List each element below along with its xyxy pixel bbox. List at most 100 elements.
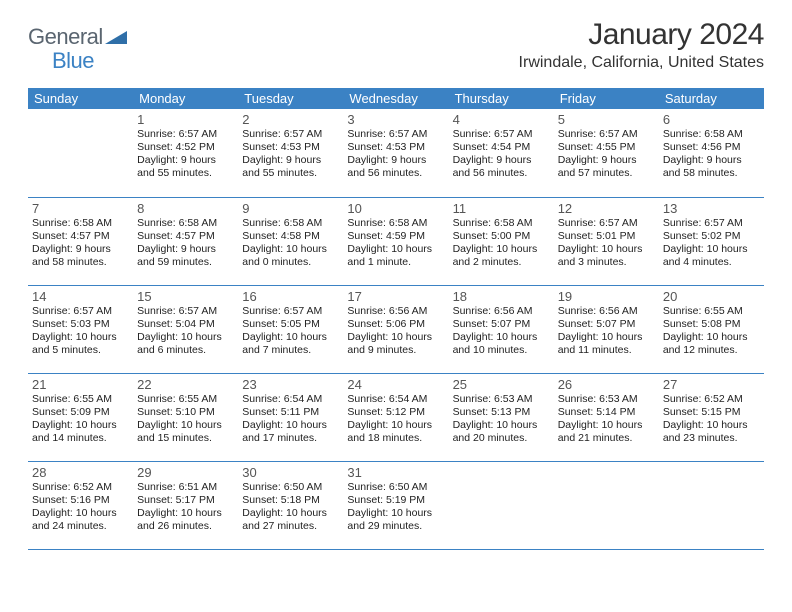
daylight1-text: Daylight: 10 hours — [32, 507, 129, 520]
daylight2-text: and 20 minutes. — [453, 432, 550, 445]
daylight1-text: Daylight: 10 hours — [242, 507, 339, 520]
calendar-cell — [554, 461, 659, 549]
daylight2-text: and 2 minutes. — [453, 256, 550, 269]
daylight1-text: Daylight: 10 hours — [137, 507, 234, 520]
day-number: 24 — [347, 377, 444, 392]
daylight2-text: and 14 minutes. — [32, 432, 129, 445]
daylight2-text: and 15 minutes. — [137, 432, 234, 445]
daylight2-text: and 6 minutes. — [137, 344, 234, 357]
daylight2-text: and 0 minutes. — [242, 256, 339, 269]
calendar-cell: 19Sunrise: 6:56 AMSunset: 5:07 PMDayligh… — [554, 285, 659, 373]
sunrise-text: Sunrise: 6:56 AM — [347, 305, 444, 318]
daylight1-text: Daylight: 9 hours — [32, 243, 129, 256]
daylight1-text: Daylight: 9 hours — [558, 154, 655, 167]
calendar-cell: 23Sunrise: 6:54 AMSunset: 5:11 PMDayligh… — [238, 373, 343, 461]
daylight2-text: and 58 minutes. — [663, 167, 760, 180]
calendar-cell: 15Sunrise: 6:57 AMSunset: 5:04 PMDayligh… — [133, 285, 238, 373]
calendar-header-row: Sunday Monday Tuesday Wednesday Thursday… — [28, 88, 764, 109]
daylight1-text: Daylight: 10 hours — [347, 331, 444, 344]
calendar-cell: 22Sunrise: 6:55 AMSunset: 5:10 PMDayligh… — [133, 373, 238, 461]
weekday-header: Monday — [133, 88, 238, 109]
sunrise-text: Sunrise: 6:53 AM — [558, 393, 655, 406]
daylight2-text: and 57 minutes. — [558, 167, 655, 180]
daylight1-text: Daylight: 10 hours — [558, 419, 655, 432]
calendar-cell: 5Sunrise: 6:57 AMSunset: 4:55 PMDaylight… — [554, 109, 659, 197]
daylight2-text: and 10 minutes. — [453, 344, 550, 357]
daylight1-text: Daylight: 9 hours — [137, 243, 234, 256]
calendar-cell: 16Sunrise: 6:57 AMSunset: 5:05 PMDayligh… — [238, 285, 343, 373]
sunset-text: Sunset: 5:06 PM — [347, 318, 444, 331]
calendar-cell: 24Sunrise: 6:54 AMSunset: 5:12 PMDayligh… — [343, 373, 448, 461]
day-number: 7 — [32, 201, 129, 216]
calendar-cell: 14Sunrise: 6:57 AMSunset: 5:03 PMDayligh… — [28, 285, 133, 373]
sunset-text: Sunset: 5:13 PM — [453, 406, 550, 419]
daylight2-text: and 4 minutes. — [663, 256, 760, 269]
calendar-cell: 13Sunrise: 6:57 AMSunset: 5:02 PMDayligh… — [659, 197, 764, 285]
sunrise-text: Sunrise: 6:57 AM — [137, 305, 234, 318]
calendar-row: 14Sunrise: 6:57 AMSunset: 5:03 PMDayligh… — [28, 285, 764, 373]
daylight2-text: and 23 minutes. — [663, 432, 760, 445]
daylight2-text: and 18 minutes. — [347, 432, 444, 445]
day-number: 12 — [558, 201, 655, 216]
sunset-text: Sunset: 4:56 PM — [663, 141, 760, 154]
sunset-text: Sunset: 5:11 PM — [242, 406, 339, 419]
sunset-text: Sunset: 5:12 PM — [347, 406, 444, 419]
sunrise-text: Sunrise: 6:54 AM — [347, 393, 444, 406]
sunset-text: Sunset: 5:14 PM — [558, 406, 655, 419]
sunrise-text: Sunrise: 6:56 AM — [453, 305, 550, 318]
calendar-body: 1Sunrise: 6:57 AMSunset: 4:52 PMDaylight… — [28, 109, 764, 549]
sunset-text: Sunset: 5:05 PM — [242, 318, 339, 331]
calendar-row: 1Sunrise: 6:57 AMSunset: 4:52 PMDaylight… — [28, 109, 764, 197]
day-number: 2 — [242, 112, 339, 127]
day-number: 20 — [663, 289, 760, 304]
daylight2-text: and 3 minutes. — [558, 256, 655, 269]
daylight2-text: and 58 minutes. — [32, 256, 129, 269]
calendar-cell: 6Sunrise: 6:58 AMSunset: 4:56 PMDaylight… — [659, 109, 764, 197]
day-number: 27 — [663, 377, 760, 392]
day-number: 6 — [663, 112, 760, 127]
day-number: 25 — [453, 377, 550, 392]
daylight2-text: and 27 minutes. — [242, 520, 339, 533]
sunset-text: Sunset: 5:09 PM — [32, 406, 129, 419]
daylight1-text: Daylight: 10 hours — [453, 419, 550, 432]
day-number: 3 — [347, 112, 444, 127]
day-number: 13 — [663, 201, 760, 216]
sunrise-text: Sunrise: 6:56 AM — [558, 305, 655, 318]
title-block: January 2024 Irwindale, California, Unit… — [519, 18, 764, 72]
sunset-text: Sunset: 5:19 PM — [347, 494, 444, 507]
sunset-text: Sunset: 4:52 PM — [137, 141, 234, 154]
sunset-text: Sunset: 5:17 PM — [137, 494, 234, 507]
daylight1-text: Daylight: 10 hours — [663, 243, 760, 256]
daylight1-text: Daylight: 10 hours — [558, 331, 655, 344]
calendar-cell: 21Sunrise: 6:55 AMSunset: 5:09 PMDayligh… — [28, 373, 133, 461]
calendar-cell: 26Sunrise: 6:53 AMSunset: 5:14 PMDayligh… — [554, 373, 659, 461]
sunset-text: Sunset: 4:57 PM — [137, 230, 234, 243]
day-number: 11 — [453, 201, 550, 216]
daylight2-text: and 55 minutes. — [137, 167, 234, 180]
daylight1-text: Daylight: 10 hours — [453, 243, 550, 256]
daylight1-text: Daylight: 9 hours — [347, 154, 444, 167]
sunrise-text: Sunrise: 6:50 AM — [347, 481, 444, 494]
day-number: 4 — [453, 112, 550, 127]
sunrise-text: Sunrise: 6:57 AM — [347, 128, 444, 141]
daylight2-text: and 11 minutes. — [558, 344, 655, 357]
calendar-cell: 25Sunrise: 6:53 AMSunset: 5:13 PMDayligh… — [449, 373, 554, 461]
sunset-text: Sunset: 4:58 PM — [242, 230, 339, 243]
day-number: 30 — [242, 465, 339, 480]
calendar-cell: 8Sunrise: 6:58 AMSunset: 4:57 PMDaylight… — [133, 197, 238, 285]
sunrise-text: Sunrise: 6:58 AM — [137, 217, 234, 230]
sunset-text: Sunset: 5:07 PM — [558, 318, 655, 331]
daylight2-text: and 56 minutes. — [347, 167, 444, 180]
sunset-text: Sunset: 5:18 PM — [242, 494, 339, 507]
daylight1-text: Daylight: 10 hours — [347, 507, 444, 520]
sunset-text: Sunset: 5:10 PM — [137, 406, 234, 419]
logo-text-blue: Blue — [52, 48, 94, 73]
calendar-row: 7Sunrise: 6:58 AMSunset: 4:57 PMDaylight… — [28, 197, 764, 285]
sunset-text: Sunset: 5:07 PM — [453, 318, 550, 331]
calendar-cell: 4Sunrise: 6:57 AMSunset: 4:54 PMDaylight… — [449, 109, 554, 197]
day-number: 10 — [347, 201, 444, 216]
daylight1-text: Daylight: 10 hours — [32, 331, 129, 344]
calendar-cell: 20Sunrise: 6:55 AMSunset: 5:08 PMDayligh… — [659, 285, 764, 373]
day-number: 8 — [137, 201, 234, 216]
sunset-text: Sunset: 4:55 PM — [558, 141, 655, 154]
